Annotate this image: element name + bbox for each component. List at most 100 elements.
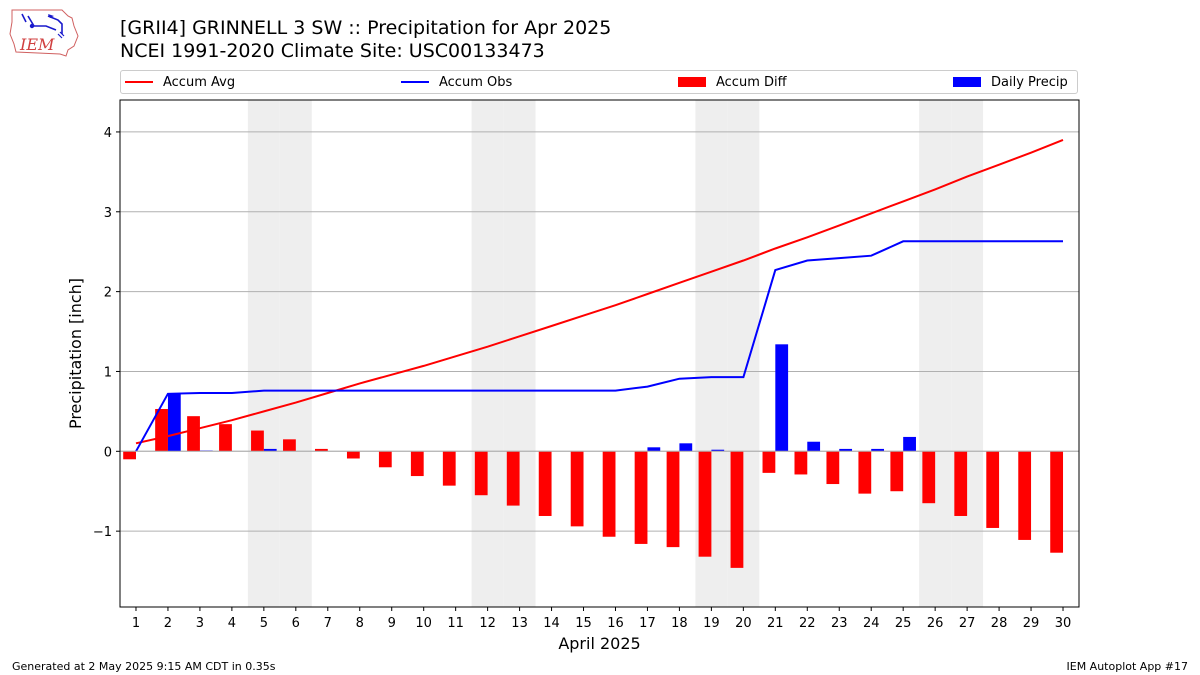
y-tick-label: −1 bbox=[93, 525, 112, 540]
footer-generated: Generated at 2 May 2025 9:15 AM CDT in 0… bbox=[12, 660, 276, 673]
x-tick-label: 2 bbox=[164, 616, 172, 631]
y-axis-label: Precipitation [inch] bbox=[66, 278, 85, 429]
weekend-shade bbox=[247, 100, 280, 607]
iem-logo: IEM bbox=[9, 9, 79, 57]
legend-swatch-obs bbox=[401, 81, 429, 83]
x-tick-label: 20 bbox=[735, 616, 752, 631]
x-tick-label: 12 bbox=[479, 616, 496, 631]
diff-bar bbox=[762, 451, 776, 473]
x-tick-label: 4 bbox=[228, 616, 236, 631]
legend-swatch-diff bbox=[678, 77, 706, 87]
x-tick-label: 11 bbox=[447, 616, 464, 631]
x-tick-label: 15 bbox=[575, 616, 592, 631]
x-tick-label: 23 bbox=[831, 616, 848, 631]
x-tick-label: 3 bbox=[196, 616, 204, 631]
y-tick-label: 2 bbox=[104, 286, 112, 301]
diff-bar bbox=[1018, 451, 1032, 540]
diff-bar bbox=[666, 451, 680, 548]
x-tick-label: 18 bbox=[671, 616, 688, 631]
legend-label-accum-diff: Accum Diff bbox=[716, 74, 787, 90]
footer-app-id: IEM Autoplot App #17 bbox=[1066, 660, 1189, 673]
x-tick-label: 19 bbox=[703, 616, 720, 631]
x-tick-label: 25 bbox=[895, 616, 912, 631]
x-tick-label: 16 bbox=[607, 616, 624, 631]
x-tick-label: 6 bbox=[292, 616, 300, 631]
diff-bar bbox=[378, 451, 392, 468]
weekend-shade bbox=[279, 100, 312, 607]
diff-bar bbox=[155, 408, 168, 452]
diff-bar bbox=[538, 451, 552, 516]
y-tick-label: 4 bbox=[104, 126, 112, 141]
diff-bar bbox=[314, 448, 328, 452]
chart-title: [GRII4] GRINNELL 3 SW :: Precipitation f… bbox=[120, 17, 612, 39]
daily-bar bbox=[839, 448, 853, 452]
diff-bar bbox=[219, 424, 232, 452]
x-tick-label: 10 bbox=[415, 616, 432, 631]
diff-bar bbox=[442, 451, 456, 486]
daily-bar bbox=[903, 436, 916, 452]
x-tick-label: 1 bbox=[132, 616, 140, 631]
diff-bar bbox=[474, 451, 488, 496]
diff-bar bbox=[922, 451, 936, 504]
chart-subtitle: NCEI 1991-2020 Climate Site: USC00133473 bbox=[120, 40, 545, 62]
diff-bar bbox=[890, 451, 904, 492]
daily-bar bbox=[775, 344, 789, 452]
plot-frame bbox=[119, 99, 1080, 608]
diff-bar bbox=[123, 451, 136, 460]
logo-text: IEM bbox=[19, 35, 55, 54]
diff-bar bbox=[602, 451, 616, 537]
weekend-shade bbox=[503, 100, 536, 607]
diff-bar bbox=[730, 451, 744, 568]
diff-bar bbox=[986, 451, 1000, 528]
legend-swatch-avg bbox=[125, 81, 153, 83]
diff-bar bbox=[794, 451, 808, 475]
x-tick-label: 5 bbox=[260, 616, 268, 631]
diff-bar bbox=[187, 416, 200, 452]
legend-label-accum-avg: Accum Avg bbox=[163, 74, 236, 90]
x-tick-label: 24 bbox=[863, 616, 880, 631]
x-tick-label: 14 bbox=[543, 616, 560, 631]
y-tick-label: 0 bbox=[104, 445, 112, 460]
x-tick-label: 29 bbox=[1023, 616, 1040, 631]
x-tick-label: 28 bbox=[991, 616, 1008, 631]
x-tick-label: 27 bbox=[959, 616, 976, 631]
x-tick-label: 7 bbox=[324, 616, 332, 631]
y-tick-label: 1 bbox=[104, 365, 112, 380]
x-tick-label: 17 bbox=[639, 616, 656, 631]
legend-label-accum-obs: Accum Obs bbox=[439, 74, 513, 90]
x-tick-label: 13 bbox=[511, 616, 528, 631]
x-axis-label: April 2025 bbox=[558, 634, 640, 653]
daily-bar bbox=[711, 449, 725, 452]
legend-item-daily-precip: Daily Precip bbox=[953, 74, 1068, 90]
daily-bar bbox=[647, 447, 661, 452]
diff-bar bbox=[410, 451, 424, 477]
diff-bar bbox=[954, 451, 968, 516]
x-tick-label: 30 bbox=[1055, 616, 1072, 631]
daily-bar bbox=[167, 393, 181, 452]
diff-bar bbox=[506, 451, 520, 506]
legend-item-accum-obs: Accum Obs bbox=[401, 74, 512, 90]
legend-item-accum-diff: Accum Diff bbox=[678, 74, 787, 90]
legend-swatch-daily bbox=[953, 77, 981, 87]
legend: Accum Avg Accum Obs Accum Diff Daily Pre… bbox=[120, 70, 1078, 94]
daily-bar bbox=[871, 448, 885, 452]
diff-bar bbox=[634, 451, 648, 544]
diff-bar bbox=[1050, 451, 1064, 553]
accum-obs-line bbox=[135, 240, 1063, 452]
diff-bar bbox=[251, 430, 264, 452]
daily-bar bbox=[679, 443, 693, 452]
diff-bar bbox=[346, 451, 360, 459]
diff-bar bbox=[283, 439, 296, 452]
daily-bar bbox=[263, 448, 277, 452]
daily-bar bbox=[807, 441, 821, 452]
diff-bar bbox=[858, 451, 872, 494]
x-tick-label: 21 bbox=[767, 616, 784, 631]
weekend-shade bbox=[471, 100, 504, 607]
diff-bar bbox=[570, 451, 584, 527]
diff-bar bbox=[826, 451, 840, 485]
legend-item-accum-avg: Accum Avg bbox=[125, 74, 235, 90]
x-tick-label: 9 bbox=[388, 616, 396, 631]
x-tick-label: 22 bbox=[799, 616, 816, 631]
weekend-shade bbox=[951, 100, 984, 607]
